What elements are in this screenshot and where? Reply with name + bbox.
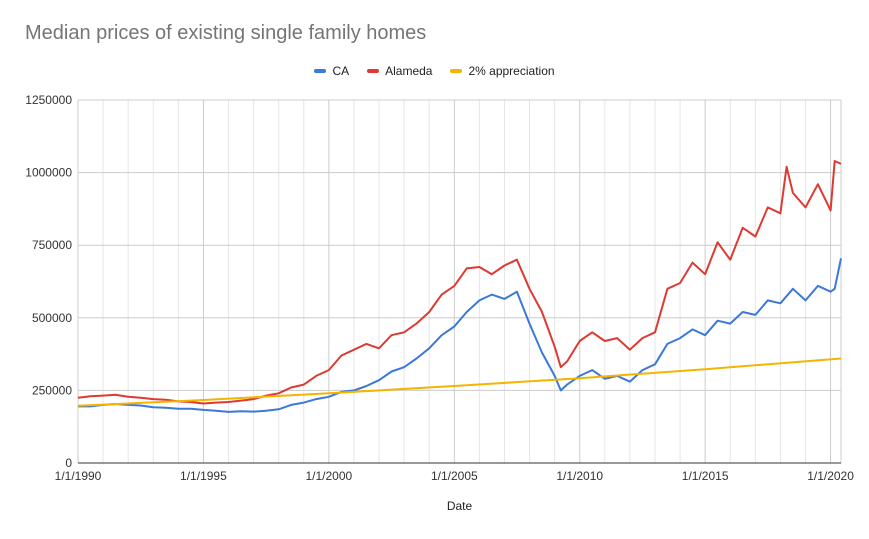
x-tick-label: 1/1/1995 (180, 469, 227, 483)
series-line-2-appreciation (77, 357, 842, 407)
legend-swatch (450, 69, 463, 73)
x-tick-label: 1/1/1990 (55, 469, 102, 483)
x-tick-label: 1/1/2015 (682, 469, 729, 483)
series-line-ca (78, 258, 842, 413)
x-tick-label: 1/1/2005 (431, 469, 478, 483)
legend-item: CA (314, 62, 349, 80)
legend-label: Alameda (385, 64, 433, 78)
legend-label: CA (332, 64, 350, 78)
legend: CA Alameda 2% appreciation (0, 62, 869, 80)
x-tick-label: 1/1/2000 (305, 469, 352, 483)
x-axis-title: Date (447, 499, 473, 513)
y-tick-label: 0 (65, 456, 72, 470)
y-tick-label: 250000 (32, 383, 72, 397)
y-tick-label: 750000 (32, 238, 72, 252)
chart-title: Median prices of existing single family … (25, 22, 427, 44)
legend-item: Alameda (367, 62, 432, 80)
legend-item: 2% appreciation (450, 62, 555, 80)
y-tick-label: 500000 (32, 311, 72, 325)
legend-swatch (367, 69, 380, 73)
y-tick-label: 1000000 (25, 166, 72, 180)
x-tick-label: 1/1/2020 (807, 469, 854, 483)
legend-swatch (314, 69, 327, 73)
legend-label: 2% appreciation (468, 64, 555, 78)
y-tick-label: 1250000 (25, 93, 72, 107)
x-tick-label: 1/1/2010 (556, 469, 603, 483)
series-line-alameda (77, 160, 842, 405)
